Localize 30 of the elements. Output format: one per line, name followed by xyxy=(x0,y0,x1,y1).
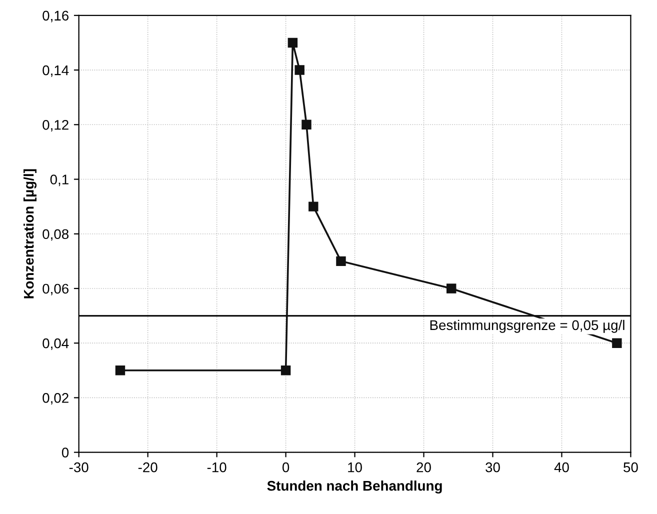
x-tick-label: 10 xyxy=(348,462,362,472)
x-tick-label: 0 xyxy=(282,462,290,472)
point xyxy=(280,366,291,376)
point xyxy=(115,366,126,376)
point xyxy=(288,38,298,48)
y-tick-label: 0,04 xyxy=(42,338,69,350)
y-tick-label: 0,08 xyxy=(42,229,69,241)
y-tick-label: 0,14 xyxy=(42,65,69,77)
point xyxy=(302,120,312,130)
y-tick-label: 0,02 xyxy=(42,393,68,405)
x-axis-title: Stunden nach Behandlung xyxy=(267,480,442,494)
point xyxy=(336,256,346,266)
x-tick-label: 50 xyxy=(624,462,638,472)
point xyxy=(308,202,318,212)
point xyxy=(294,65,304,75)
x-tick-label: 30 xyxy=(486,462,500,472)
y-tick-label: 0,1 xyxy=(50,174,68,186)
y-tick-label: 0 xyxy=(62,448,69,458)
x-tick-label: 40 xyxy=(554,462,569,472)
point xyxy=(446,284,456,294)
y-tick-label: 0,06 xyxy=(42,284,69,296)
point xyxy=(612,338,622,348)
x-tick-label: -10 xyxy=(207,462,226,472)
x-tick-label: -30 xyxy=(69,462,88,472)
x-tick-label: -20 xyxy=(138,462,158,472)
y-tick-label: 0,12 xyxy=(42,120,68,132)
x-tick-label: 20 xyxy=(416,462,431,472)
ref-line-label: Bestimmungsgrenze = 0,05 µg/l xyxy=(430,320,624,333)
y-tick-label: 0,16 xyxy=(42,10,69,22)
y-axis-title: Konzentration [µg/l] xyxy=(24,169,37,298)
